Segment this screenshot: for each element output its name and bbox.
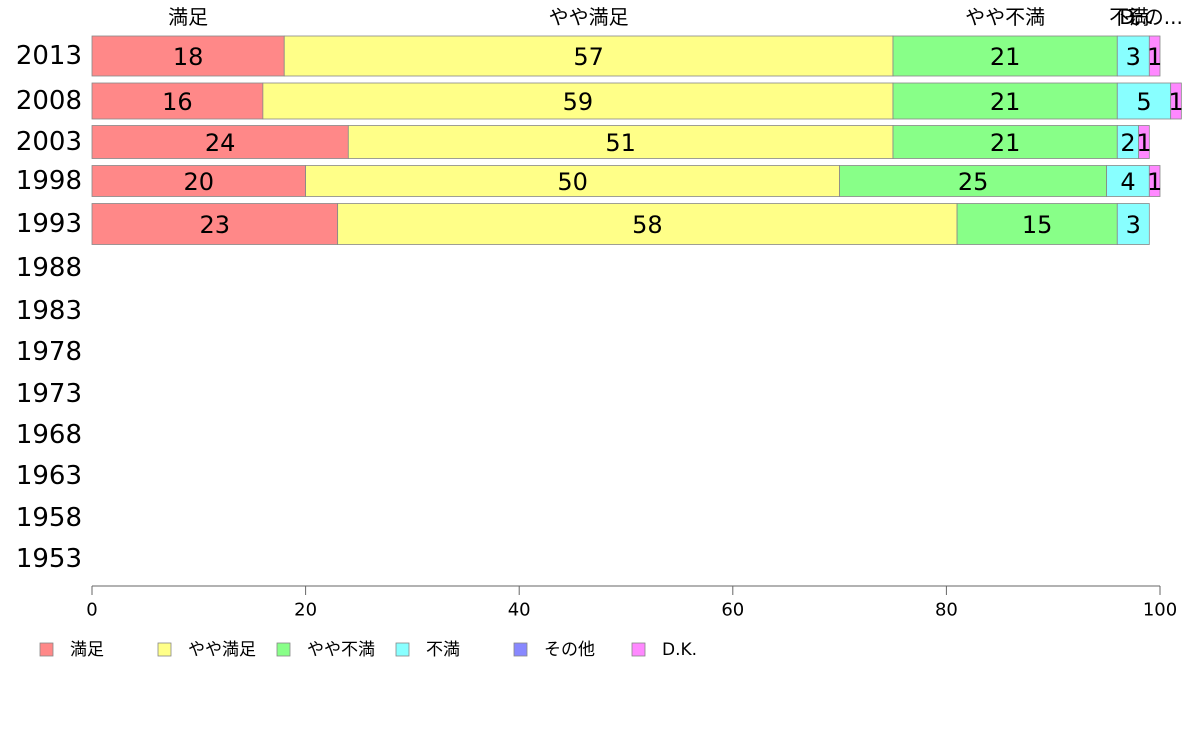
y-tick-label: 1988	[16, 253, 82, 283]
top-category-label: D...	[1119, 5, 1153, 29]
bar-segment	[91, 125, 349, 159]
y-axis: 2013 2008 2003 1998 1993 1988 1983 1978 1973 1968…	[16, 41, 82, 574]
data-label: 16	[162, 88, 193, 116]
data-label: 5	[1136, 88, 1151, 116]
legend-swatch	[631, 642, 646, 657]
bar-segment	[91, 165, 307, 197]
y-tick-label: 1958	[16, 503, 82, 533]
data-label: 57	[573, 43, 604, 71]
bar-segment	[91, 203, 339, 245]
top-category-label: 満足	[168, 5, 208, 29]
bar-segment	[305, 165, 841, 197]
data-label: 50	[557, 168, 588, 196]
legend-label: その他	[544, 640, 595, 660]
bar-segment	[1148, 35, 1161, 77]
data-label: 2	[1120, 129, 1135, 157]
x-tick-label: 80	[935, 600, 958, 621]
bar-segment	[1116, 203, 1150, 245]
data-label: 15	[1022, 211, 1053, 239]
data-label: 20	[184, 168, 215, 196]
data-label: 3	[1126, 43, 1141, 71]
data-label: 1	[1147, 168, 1162, 196]
data-label: 4	[1120, 168, 1135, 196]
bar-segment	[1148, 165, 1161, 197]
top-category-label: やや満足	[549, 5, 629, 29]
x-tick-label: 60	[721, 600, 744, 621]
bar-segment	[892, 125, 1118, 159]
y-tick-label: 1998	[16, 166, 82, 196]
bar-segment	[262, 82, 894, 120]
data-label: 3	[1126, 211, 1141, 239]
data-label: 51	[605, 129, 636, 157]
bar-segment	[1170, 82, 1182, 120]
x-axis: 0 20 40 60 80 100	[86, 585, 1177, 621]
y-tick-label: 1978	[16, 337, 82, 367]
legend-swatch	[157, 642, 172, 657]
x-tick-label: 0	[86, 600, 97, 621]
legend-swatch	[276, 642, 291, 657]
top-category-label: その...	[1124, 5, 1183, 29]
data-label: 1	[1136, 129, 1151, 157]
data-label: 23	[200, 211, 231, 239]
data-label: 58	[632, 211, 663, 239]
data-label: 59	[563, 88, 594, 116]
y-tick-label: 1953	[16, 544, 82, 574]
bar-segment	[1106, 165, 1150, 197]
bar-segment	[91, 35, 285, 77]
top-category-label: やや不満	[965, 5, 1045, 29]
bar-segment	[1138, 125, 1150, 159]
data-label: 21	[990, 43, 1021, 71]
bar-segment	[1116, 82, 1172, 120]
top-category-label: 不満	[1109, 5, 1149, 29]
y-tick-label: 2008	[16, 86, 82, 116]
legend-label: D.K.	[662, 640, 697, 660]
y-tick-label: 1983	[16, 296, 82, 326]
y-tick-label: 1968	[16, 420, 82, 450]
x-tick-label: 20	[294, 600, 317, 621]
bar-segment	[892, 35, 1118, 77]
bar-segment	[91, 82, 264, 120]
legend-label: 満足	[70, 640, 104, 660]
data-label: 24	[205, 129, 236, 157]
legend-swatch	[513, 642, 528, 657]
bar-segment	[283, 35, 894, 77]
legend-label: 不満	[426, 640, 460, 660]
x-tick-label: 40	[508, 600, 531, 621]
legend-label: やや満足	[188, 640, 256, 660]
bar-segment	[956, 203, 1118, 245]
data-label: 25	[958, 168, 989, 196]
x-tick-label: 100	[1143, 600, 1177, 621]
data-label: 1	[1147, 43, 1162, 71]
top-labels: 満足 やや満足 やや不満 不満その...D...	[168, 5, 1183, 29]
y-tick-label: 1993	[16, 209, 82, 239]
y-tick-label: 1973	[16, 379, 82, 409]
y-tick-label: 1963	[16, 461, 82, 491]
data-label: 21	[990, 88, 1021, 116]
data-label: 21	[990, 129, 1021, 157]
legend-label: やや不満	[307, 640, 375, 660]
y-tick-label: 2013	[16, 41, 82, 71]
legend-swatch	[39, 642, 54, 657]
data-label: 18	[173, 43, 204, 71]
legend: 満足 やや満足 やや不満 不満 その他 D.K.	[39, 640, 697, 660]
bar-segment	[337, 203, 958, 245]
legend-swatch	[395, 642, 410, 657]
plot-area: 18 57 21 3 116 59 21 5 124 51 21 2 120 50 25 4 123 58 15 3	[91, 35, 1184, 245]
y-tick-label: 2003	[16, 127, 82, 157]
bar-segment	[839, 165, 1107, 197]
data-label: 1	[1168, 88, 1183, 116]
bar-segment	[892, 82, 1118, 120]
